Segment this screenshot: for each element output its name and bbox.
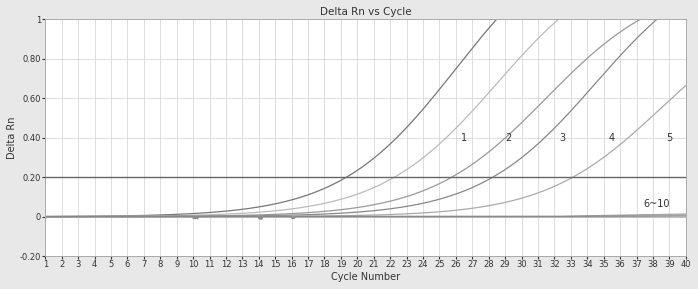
Text: 6~10: 6~10	[643, 199, 669, 209]
Title: Delta Rn vs Cycle: Delta Rn vs Cycle	[320, 7, 411, 17]
Text: 5: 5	[667, 133, 672, 142]
X-axis label: Cycle Number: Cycle Number	[331, 272, 400, 282]
Text: 4: 4	[609, 133, 615, 142]
Text: 1: 1	[461, 133, 467, 142]
Text: 3: 3	[560, 133, 565, 142]
Y-axis label: Delta Rn: Delta Rn	[7, 116, 17, 159]
Text: 2: 2	[505, 133, 512, 142]
